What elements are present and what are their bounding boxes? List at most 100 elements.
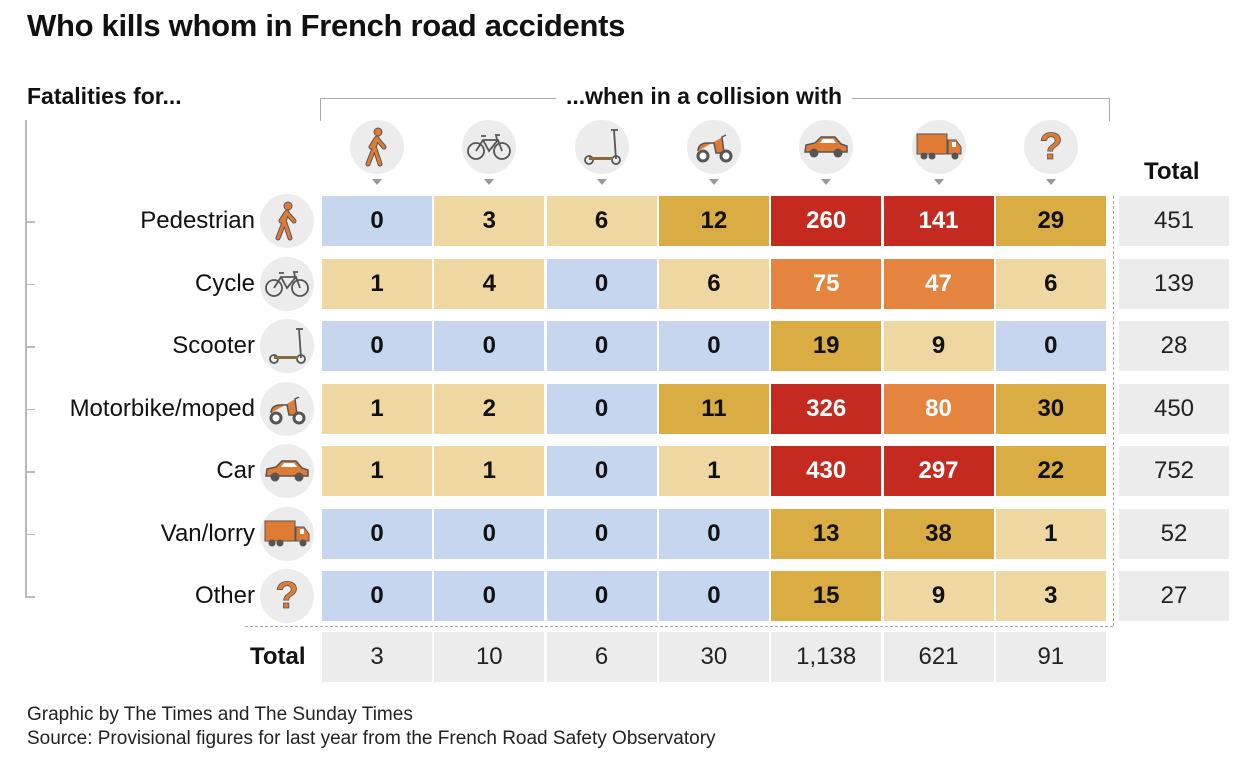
heatmap-cell: 19 <box>771 321 882 371</box>
chart-title: Who kills whom in French road accidents <box>27 8 626 43</box>
heatmap-cell: 0 <box>434 321 545 371</box>
row-tick <box>25 346 35 348</box>
row-tick <box>25 408 35 410</box>
row-label: Van/lorry <box>160 519 255 547</box>
heatmap-cell: 0 <box>546 446 657 496</box>
heatmap-cell: 1 <box>322 383 432 434</box>
column-marker-arrow <box>372 179 382 185</box>
row-total: 52 <box>1119 508 1229 559</box>
row-tick <box>25 533 35 535</box>
heatmap-cell: 9 <box>883 321 994 371</box>
heatmap-cell: 141 <box>883 196 994 246</box>
row-question-icon: ? <box>260 569 314 623</box>
heatmap-cell: 29 <box>995 196 1106 246</box>
row-axis-line <box>25 120 27 598</box>
heatmap-cell: 0 <box>995 321 1106 371</box>
heatmap-cell: 15 <box>771 571 882 621</box>
heatmap-cell: 30 <box>995 383 1106 434</box>
column-total: 3 <box>322 632 432 682</box>
row-label: Car <box>216 457 255 484</box>
heatmap-cell: 0 <box>546 258 657 309</box>
row-lorry-icon <box>260 506 314 561</box>
row-total: 28 <box>1119 321 1229 371</box>
row-bicycle-icon <box>260 256 314 311</box>
heatmap-cell: 0 <box>434 571 545 621</box>
heatmap-cell: 1 <box>995 508 1106 559</box>
column-total: 10 <box>434 632 545 682</box>
heatmap-cell: 38 <box>883 508 994 559</box>
heatmap-cell: 1 <box>434 446 545 496</box>
divider <box>1113 196 1114 626</box>
heatmap-cell: 0 <box>322 571 432 621</box>
total-row-header: Total <box>250 643 306 670</box>
row-label: Scooter <box>172 332 255 359</box>
row-header: Fatalities for... <box>27 83 182 109</box>
heatmap-cell: 0 <box>658 508 769 559</box>
column-total: 91 <box>995 632 1106 682</box>
heatmap-cell: 0 <box>546 383 657 434</box>
svg-text:?: ? <box>1039 127 1062 167</box>
row-total: 139 <box>1119 258 1229 309</box>
heatmap-cell: 4 <box>434 258 545 309</box>
column-marker-arrow <box>596 179 607 185</box>
column-total: 30 <box>658 632 769 682</box>
row-scooter-icon <box>260 319 314 373</box>
heatmap-cell: 6 <box>546 196 657 246</box>
row-label: Other <box>194 582 255 609</box>
heatmap-cell: 1 <box>322 258 432 309</box>
column-total: 6 <box>546 632 657 682</box>
row-total: 450 <box>1119 383 1229 434</box>
row-label: Pedestrian <box>140 207 255 234</box>
heatmap-cell: 13 <box>771 508 882 559</box>
heatmap-cell: 0 <box>658 571 769 621</box>
heatmap-cell: 1 <box>658 446 769 496</box>
heatmap-cell: 11 <box>658 383 769 434</box>
heatmap-cell: 75 <box>771 258 882 309</box>
row-tick <box>25 221 35 223</box>
heatmap-cell: 0 <box>546 321 657 371</box>
heatmap-cell: 430 <box>771 446 882 496</box>
column-marker-arrow <box>484 179 495 185</box>
total-column-header: Total <box>1144 158 1200 185</box>
heatmap-cell: 297 <box>883 446 994 496</box>
heatmap-cell: 2 <box>434 383 545 434</box>
bicycle-icon <box>462 120 517 174</box>
row-car-icon <box>260 444 314 498</box>
heatmap-cell: 6 <box>995 258 1106 309</box>
heatmap-cell: 0 <box>434 508 545 559</box>
heatmap-cell: 12 <box>658 196 769 246</box>
row-motorbike-icon <box>260 381 314 436</box>
heatmap-cell: 0 <box>546 508 657 559</box>
lorry-icon <box>911 120 966 174</box>
heatmap-cell: 22 <box>995 446 1106 496</box>
row-total: 752 <box>1119 446 1229 496</box>
heatmap-cell: 326 <box>771 383 882 434</box>
heatmap-cell: 0 <box>322 196 432 246</box>
column-marker-arrow <box>821 179 832 185</box>
column-marker-arrow <box>933 179 944 185</box>
heatmap-cell: 0 <box>658 321 769 371</box>
row-total: 451 <box>1119 196 1229 246</box>
heatmap-cell: 80 <box>883 383 994 434</box>
row-label: Motorbike/moped <box>69 394 255 422</box>
car-icon <box>799 120 854 174</box>
heatmap-cell: 0 <box>322 321 432 371</box>
row-total: 27 <box>1119 571 1229 621</box>
column-marker-arrow <box>708 179 719 185</box>
row-tick <box>25 283 35 285</box>
credit: Graphic by The Times and The Sunday Time… <box>27 704 413 725</box>
column-total: 1,138 <box>771 632 882 682</box>
heatmap-cell: 47 <box>883 258 994 309</box>
svg-text:?: ? <box>275 576 298 616</box>
row-label: Cycle <box>194 269 255 297</box>
column-total: 621 <box>883 632 994 682</box>
column-header: ...when in a collision with <box>556 83 853 110</box>
row-pedestrian-icon <box>260 194 314 248</box>
heatmap-cell: 3 <box>995 571 1106 621</box>
heatmap-cell: 3 <box>434 196 545 246</box>
scooter-icon <box>574 120 629 174</box>
heatmap-cell: 260 <box>771 196 882 246</box>
heatmap-cell: 6 <box>658 258 769 309</box>
heatmap-cell: 0 <box>322 508 432 559</box>
